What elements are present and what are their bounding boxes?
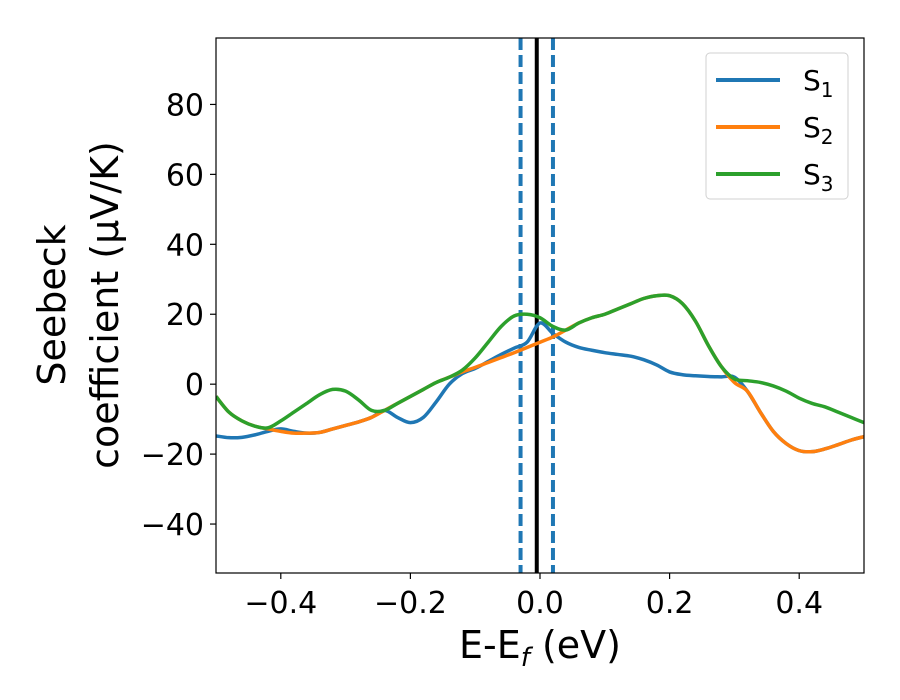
y-tick-label: 40	[166, 228, 204, 263]
x-tick-label: 0.4	[775, 586, 823, 621]
y-axis-label-line-1: Seebeck	[30, 224, 74, 385]
series-lines	[216, 293, 864, 454]
legend-label-s1: S1	[803, 64, 834, 102]
x-axis-ticks: −0.4 −0.2 0.0 0.2 0.4	[244, 573, 823, 621]
y-axis-label: Seebeck coefficient (μV/K)	[30, 141, 127, 469]
y-axis-label-line-2: coefficient (μV/K)	[83, 141, 127, 469]
legend: S1 S2 S3	[705, 52, 849, 200]
y-tick-label: −20	[141, 438, 204, 473]
y-axis-ticks: −40 −20 0 20 40 60 80	[141, 88, 216, 543]
series-line-s3	[216, 293, 864, 430]
y-tick-label: −40	[141, 508, 204, 543]
x-tick-label: −0.4	[244, 586, 317, 621]
y-tick-label: 20	[166, 298, 204, 333]
y-tick-label: 80	[166, 88, 204, 123]
y-tick-label: 60	[166, 158, 204, 193]
legend-label-s3: S3	[803, 158, 834, 196]
series-line-s2	[216, 293, 864, 454]
x-tick-label: 0.0	[516, 586, 564, 621]
reference-lines	[518, 38, 555, 573]
x-axis-label: E-Ef (eV)	[459, 623, 621, 673]
y-tick-label: 0	[185, 368, 204, 403]
legend-label-s2: S2	[803, 111, 834, 149]
x-tick-label: 0.2	[646, 586, 694, 621]
x-tick-label: −0.2	[374, 586, 447, 621]
